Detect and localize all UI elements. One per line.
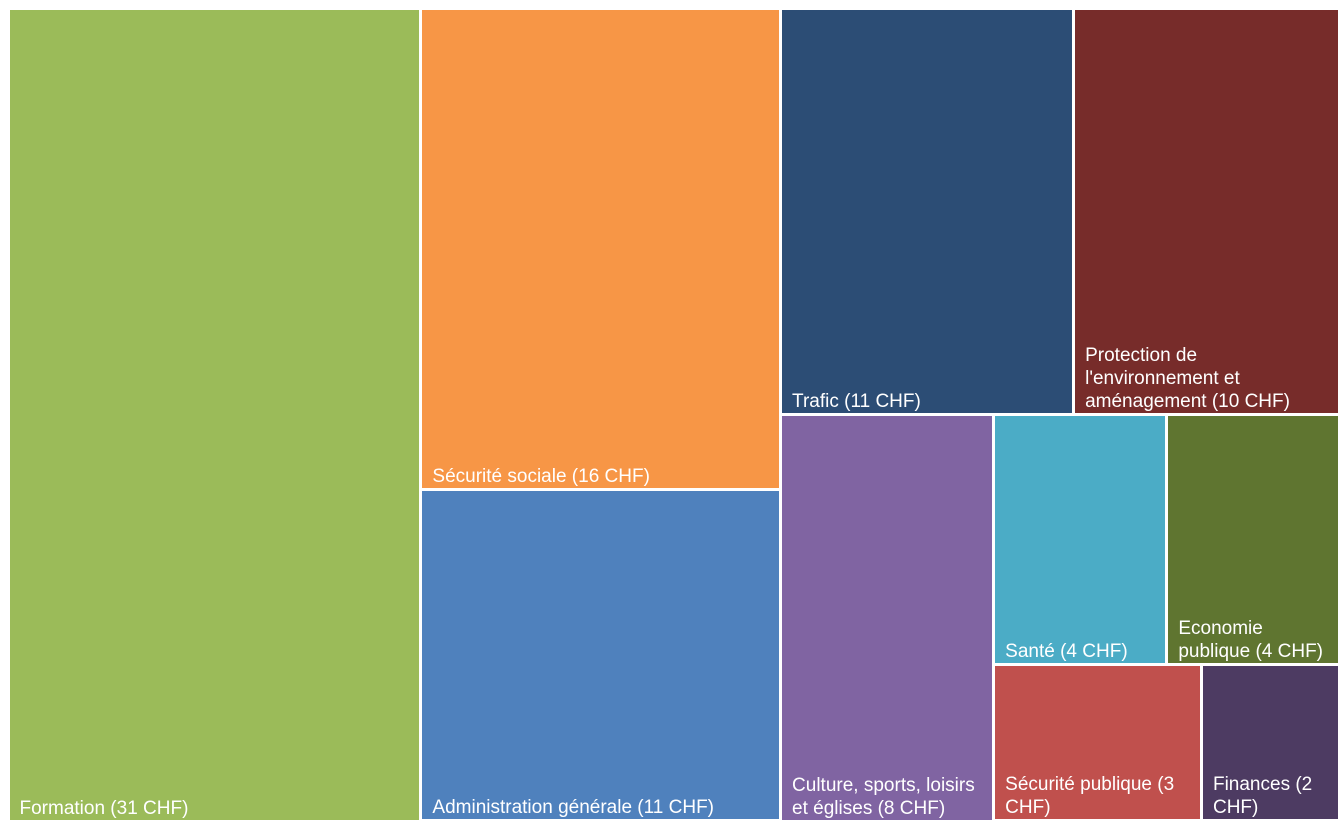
treemap-cell: Formation (31 CHF) [9, 9, 420, 820]
treemap-cell: Sécurité sociale (16 CHF) [422, 9, 780, 489]
cell-label: Sécurité sociale (16 CHF) [432, 466, 650, 488]
treemap-cell: Santé (4 CHF) [995, 416, 1166, 664]
cell-label: Protection de l'environnement et aménage… [1085, 345, 1290, 412]
cell-label: Sécurité publique (3 CHF) [1005, 774, 1175, 819]
treemap-cell: Economie publique (4 CHF) [1168, 416, 1339, 664]
treemap-cell: Sécurité publique (3 CHF) [995, 666, 1200, 820]
cell-label: Administration générale (11 CHF) [432, 797, 715, 819]
treemap-cell: Administration générale (11 CHF) [422, 491, 780, 820]
cell-label: Finances (2 CHF) [1212, 774, 1313, 819]
cell-label: Santé (4 CHF) [1005, 641, 1128, 663]
cell-label: Trafic (11 CHF) [792, 391, 921, 412]
cell-label: Formation (31 CHF) [19, 797, 189, 819]
treemap-cell: Finances (2 CHF) [1202, 666, 1339, 820]
treemap-cell: Culture, sports, loisirs et églises (8 C… [782, 416, 993, 820]
treemap-cell: Protection de l'environnement et aménage… [1075, 9, 1339, 413]
treemap-cell: Trafic (11 CHF) [782, 9, 1073, 413]
cell-label: Economie publique (4 CHF) [1178, 618, 1323, 663]
cell-label: Culture, sports, loisirs et églises (8 C… [792, 774, 975, 819]
